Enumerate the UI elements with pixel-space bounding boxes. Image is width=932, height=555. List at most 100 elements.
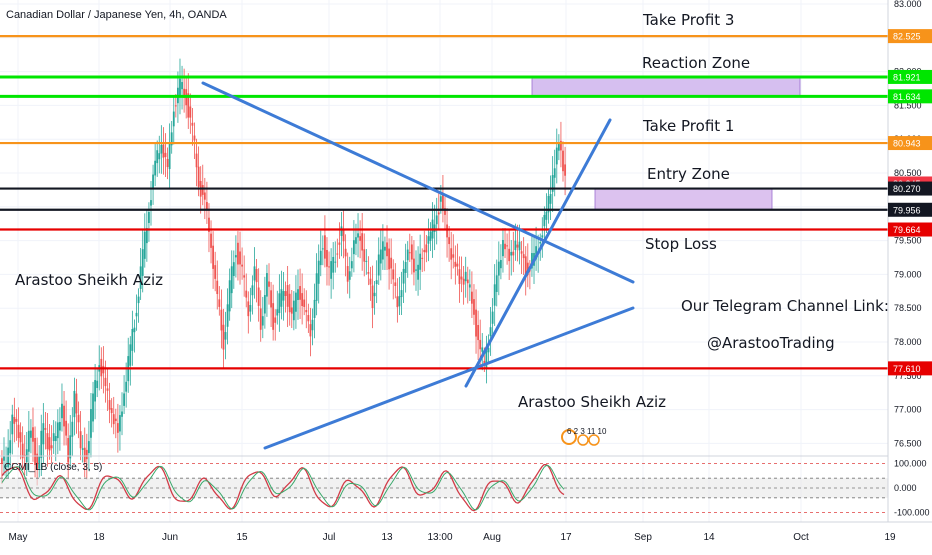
candle-body — [108, 400, 111, 410]
candle-body — [406, 249, 409, 261]
candle-body — [30, 430, 32, 438]
candle-body — [439, 196, 442, 202]
price-tag — [888, 181, 932, 196]
candle-body — [450, 248, 453, 260]
candle-body — [433, 224, 436, 232]
candle-body — [81, 448, 84, 450]
price-tag — [888, 202, 932, 217]
candle-body — [106, 388, 109, 391]
candle-body — [162, 144, 165, 158]
candle-body — [119, 415, 121, 432]
indicator-pane — [0, 455, 932, 513]
candle-body — [67, 438, 70, 463]
candle-body — [83, 447, 86, 463]
candle-body — [110, 408, 113, 414]
reaction-zone-label: Reaction Zone — [642, 54, 750, 72]
candle-body — [158, 153, 161, 160]
candle-body — [114, 418, 117, 422]
candle-body — [21, 443, 24, 459]
candle-body — [218, 299, 221, 307]
price-tag-label: 81.634 — [893, 92, 921, 102]
candle-body — [510, 251, 513, 256]
candle-body — [112, 414, 115, 425]
candle-body — [135, 312, 138, 317]
candle-body — [410, 244, 413, 260]
candle-body — [73, 390, 76, 418]
candle-body — [85, 449, 88, 460]
candle-body — [423, 249, 426, 253]
candle-body — [415, 269, 417, 271]
candle-body — [400, 290, 403, 298]
candle-body — [473, 299, 475, 315]
candle-body — [278, 293, 281, 314]
price-tag — [888, 69, 932, 84]
candle-body — [408, 252, 411, 254]
support-trendline[interactable] — [263, 306, 635, 450]
entry-zone-label: Entry Zone — [647, 165, 730, 183]
ascending-trendline[interactable] — [464, 118, 612, 388]
candle-body — [123, 393, 125, 406]
candle-body — [553, 168, 556, 178]
candle-body — [259, 308, 262, 330]
descending-trendline[interactable] — [201, 81, 635, 284]
candle-body — [234, 255, 237, 258]
candle-body — [44, 428, 47, 430]
candle-body — [377, 254, 380, 276]
candle-body — [419, 253, 422, 270]
candle-body — [288, 293, 291, 313]
candle-body — [388, 248, 390, 270]
price-axis-label: 79.000 — [894, 269, 922, 279]
price-axis-label: 76.500 — [894, 438, 922, 448]
candle-body — [40, 430, 43, 458]
candle-body — [63, 405, 65, 427]
candle-body — [299, 286, 301, 300]
candle-body — [32, 427, 34, 442]
price-tag — [888, 361, 932, 376]
candle-body — [446, 224, 448, 238]
candle-body — [9, 440, 12, 454]
horizontal-levels[interactable] — [0, 35, 888, 370]
candle-body — [156, 150, 159, 164]
price-axis-label: 83.000 — [894, 0, 922, 9]
candle-body — [129, 344, 132, 366]
candle-body — [224, 332, 227, 340]
candle-body — [121, 411, 123, 417]
trendlines[interactable] — [201, 81, 635, 450]
candle-body — [545, 211, 548, 220]
candle-body — [166, 158, 169, 168]
candle-body — [11, 414, 14, 435]
candle-body — [27, 430, 30, 452]
candle-body — [50, 445, 53, 449]
candle-body — [133, 327, 136, 333]
candle-body — [152, 174, 154, 189]
candle-body — [125, 381, 128, 392]
candle-body — [170, 132, 173, 146]
candle-body — [487, 347, 490, 353]
candle-body — [427, 236, 430, 244]
price-tag — [888, 89, 932, 104]
candle-body — [444, 208, 446, 215]
candle-body — [437, 212, 440, 215]
price-axis-label: 78.500 — [894, 303, 922, 313]
candle-body — [19, 432, 22, 443]
candle-body — [116, 423, 119, 433]
candle-body — [435, 215, 438, 225]
candle-body — [502, 240, 504, 257]
candle-body — [421, 257, 424, 259]
candle-body — [160, 144, 163, 154]
candle-body — [193, 135, 196, 141]
candle-body — [381, 241, 384, 260]
candle-body — [340, 226, 343, 236]
candle-body — [79, 431, 82, 449]
candle-body — [367, 272, 370, 274]
candle-body — [17, 424, 20, 439]
candle-body — [560, 140, 562, 151]
candle-body — [187, 93, 190, 118]
indicator-axis-label: 100.000 — [894, 459, 927, 469]
candle-body — [402, 268, 405, 284]
stop-loss-label: Stop Loss — [645, 235, 717, 253]
price-axis-label: 78.000 — [894, 337, 922, 347]
candle-body — [102, 365, 105, 374]
